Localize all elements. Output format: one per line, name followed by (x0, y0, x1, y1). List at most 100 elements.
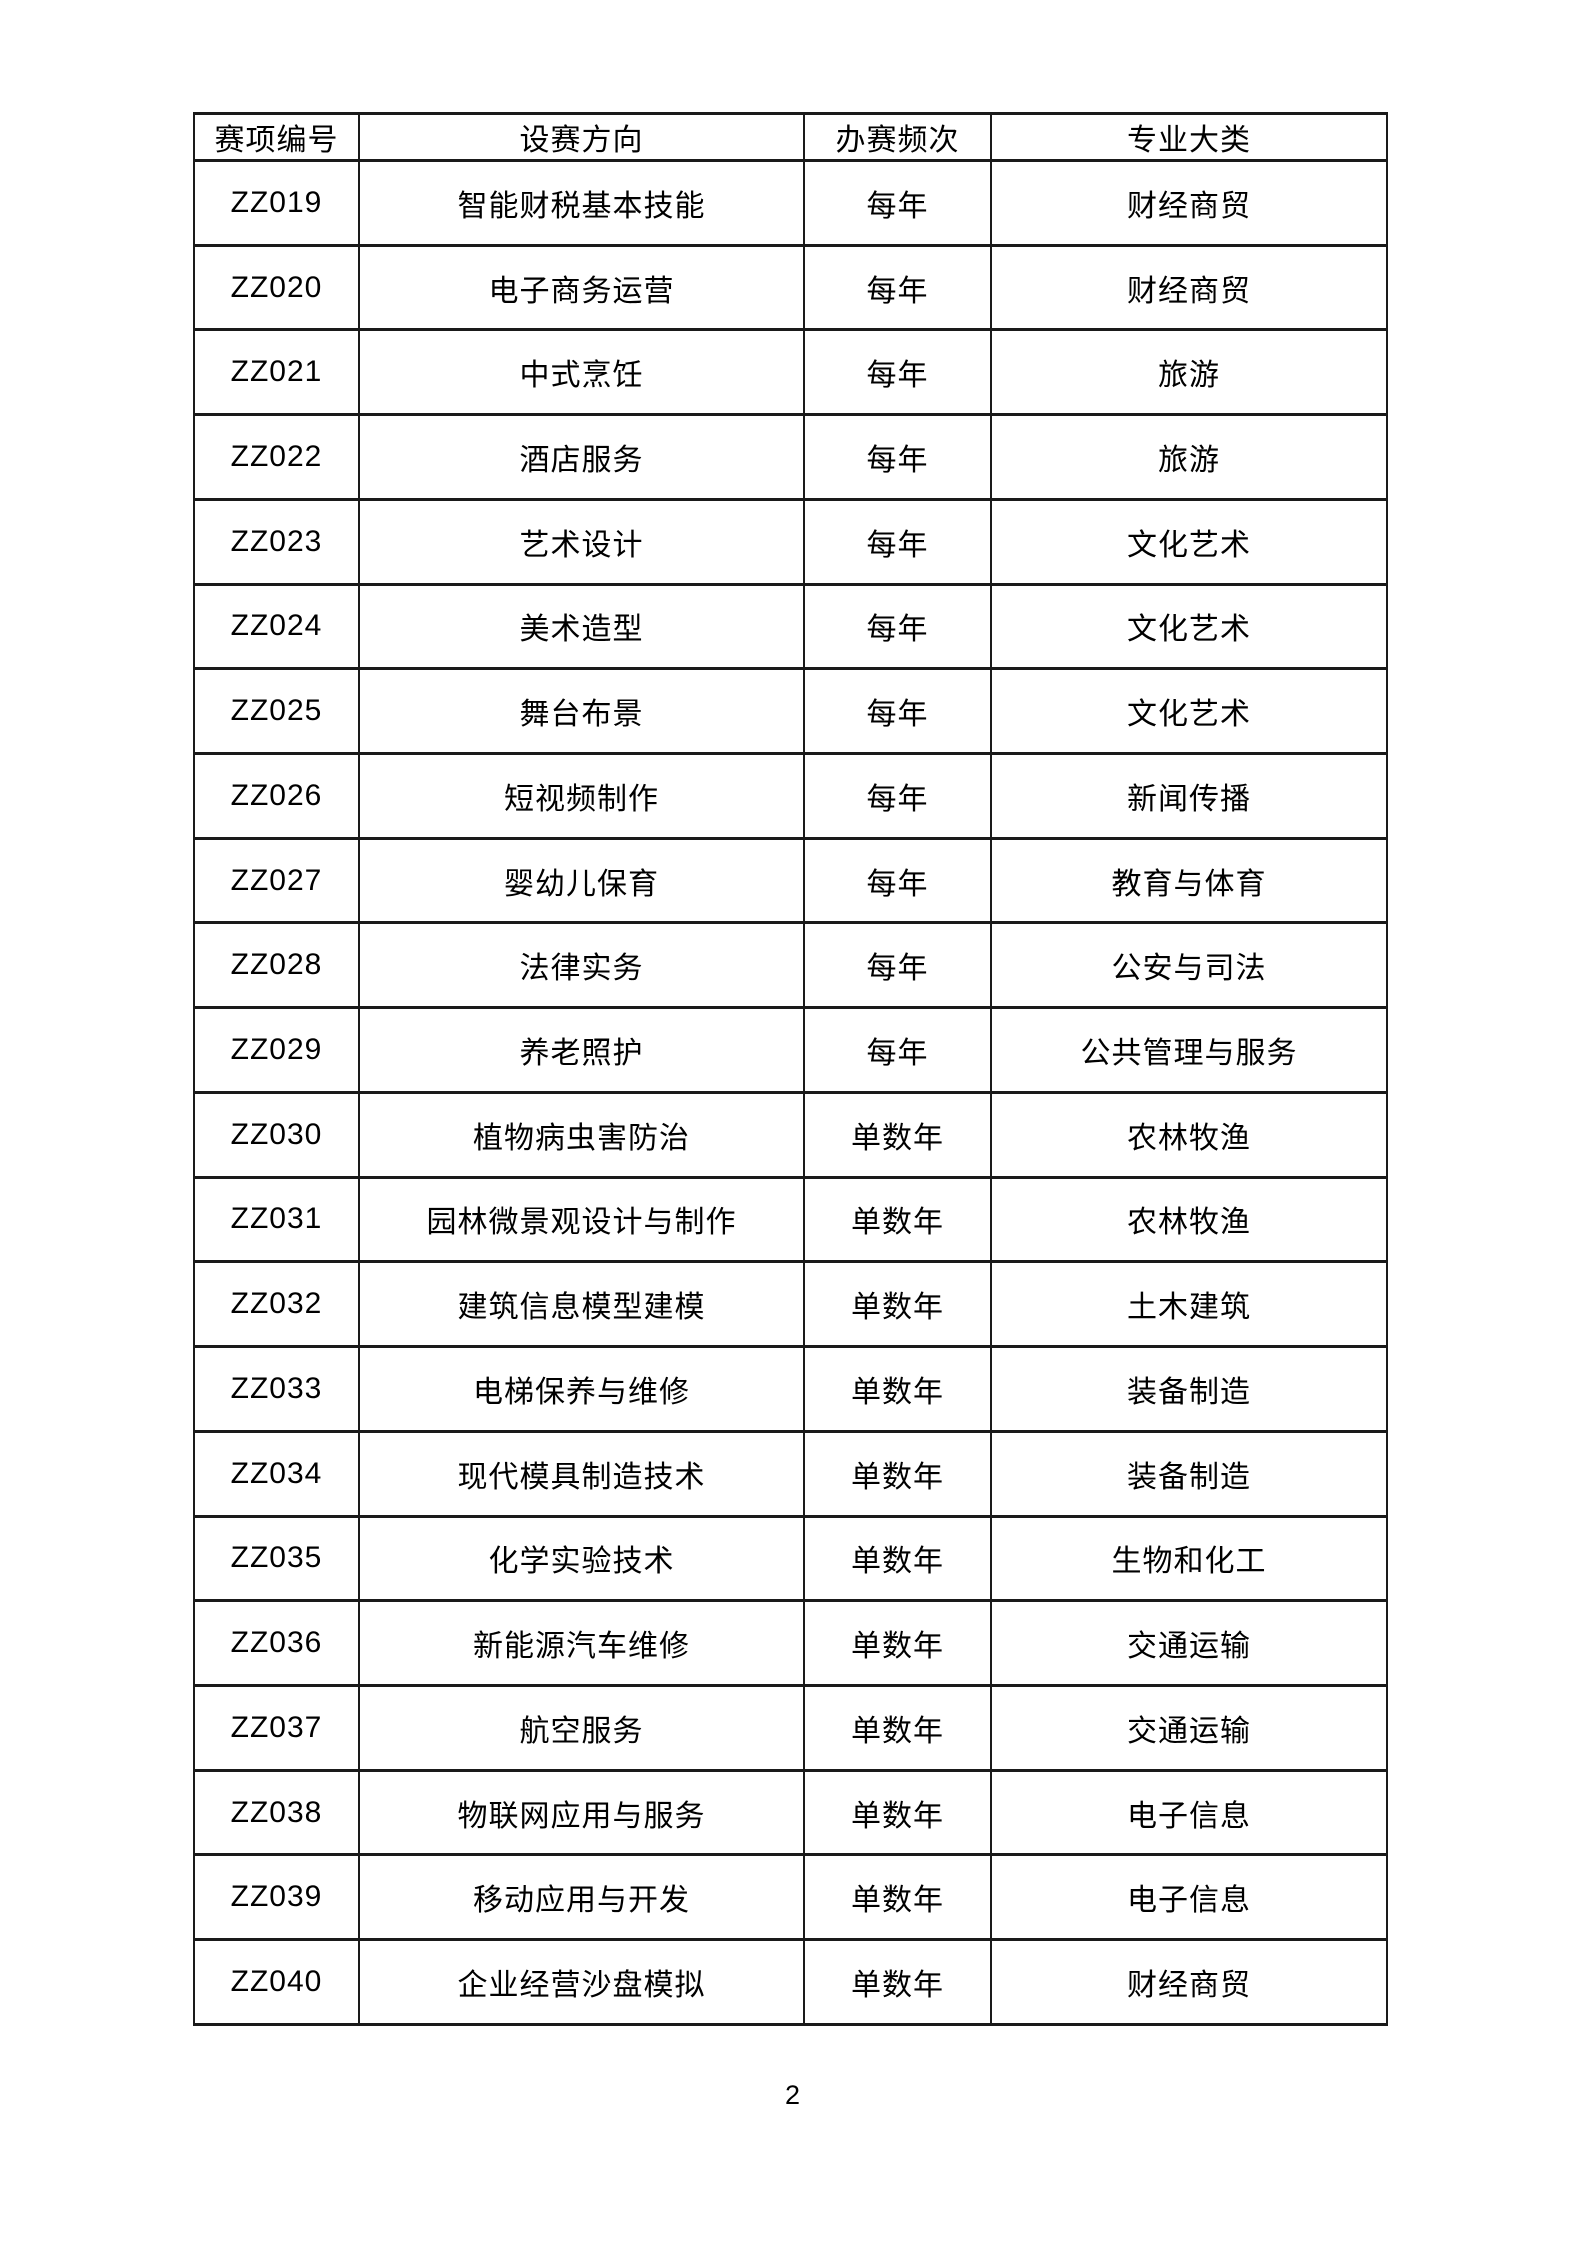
page-number: 2 (784, 2080, 801, 2110)
cell-competition-direction: 植物病虫害防治 (358, 1090, 805, 1179)
cell-competition-direction: 园林微景观设计与制作 (358, 1175, 805, 1264)
table-row: ZZ038 物联网应用与服务 单数年 电子信息 (193, 1768, 1388, 1857)
cell-competition-direction: 婴幼儿保育 (358, 836, 805, 925)
cell-competition-code: ZZ024 (193, 582, 360, 671)
cell-frequency: 每年 (803, 159, 992, 247)
table-row: ZZ023 艺术设计 每年 文化艺术 (193, 497, 1388, 586)
cell-competition-direction: 舞台布景 (358, 667, 805, 756)
cell-frequency: 每年 (803, 413, 992, 501)
header-competition-code: 赛项编号 (193, 112, 360, 162)
cell-competition-code: ZZ025 (193, 667, 360, 756)
cell-competition-code: ZZ037 (193, 1683, 360, 1772)
table-row: ZZ019 智能财税基本技能 每年 财经商贸 (193, 159, 1388, 247)
table-row: ZZ025 舞台布景 每年 文化艺术 (193, 667, 1388, 756)
cell-frequency: 单数年 (803, 1260, 992, 1349)
cell-competition-code: ZZ031 (193, 1175, 360, 1264)
table-row: ZZ022 酒店服务 每年 旅游 (193, 413, 1388, 501)
table-row: ZZ026 短视频制作 每年 新闻传播 (193, 752, 1388, 840)
cell-frequency: 单数年 (803, 1514, 992, 1603)
cell-competition-code: ZZ026 (193, 752, 360, 840)
cell-frequency: 单数年 (803, 1938, 992, 2026)
cell-competition-direction: 艺术设计 (358, 497, 805, 586)
competitions-table-body: ZZ019 智能财税基本技能 每年 财经商贸 ZZ020 电子商务运营 每年 财经商贸 ZZ02… (193, 159, 1388, 2026)
cell-major-category: 生物和化工 (990, 1514, 1388, 1603)
cell-major-category: 装备制造 (990, 1429, 1388, 1518)
cell-frequency: 单数年 (803, 1175, 992, 1264)
cell-competition-direction: 企业经营沙盘模拟 (358, 1938, 805, 2026)
cell-frequency: 单数年 (803, 1345, 992, 1433)
cell-major-category: 新闻传播 (990, 752, 1388, 840)
competitions-table: 赛项编号 设赛方向 办赛频次 专业大类 ZZ019 智能财税基本技能 每年 财经商贸 Z… (193, 112, 1388, 2026)
table-row: ZZ028 法律实务 每年 公安与司法 (193, 921, 1388, 1010)
cell-major-category: 农林牧渔 (990, 1175, 1388, 1264)
cell-competition-code: ZZ039 (193, 1853, 360, 1942)
cell-competition-code: ZZ033 (193, 1345, 360, 1433)
table-row: ZZ027 婴幼儿保育 每年 教育与体育 (193, 836, 1388, 925)
cell-major-category: 交通运输 (990, 1683, 1388, 1772)
table-row: ZZ020 电子商务运营 每年 财经商贸 (193, 243, 1388, 332)
cell-competition-code: ZZ032 (193, 1260, 360, 1349)
cell-competition-code: ZZ040 (193, 1938, 360, 2026)
cell-competition-code: ZZ028 (193, 921, 360, 1010)
cell-competition-code: ZZ034 (193, 1429, 360, 1518)
table-header-row: 赛项编号 设赛方向 办赛频次 专业大类 (193, 112, 1388, 162)
cell-frequency: 每年 (803, 328, 992, 417)
cell-competition-code: ZZ027 (193, 836, 360, 925)
cell-competition-code: ZZ030 (193, 1090, 360, 1179)
cell-major-category: 交通运输 (990, 1599, 1388, 1687)
cell-frequency: 每年 (803, 582, 992, 671)
cell-major-category: 教育与体育 (990, 836, 1388, 925)
cell-frequency: 每年 (803, 667, 992, 756)
cell-frequency: 每年 (803, 1006, 992, 1094)
cell-major-category: 旅游 (990, 328, 1388, 417)
cell-competition-direction: 现代模具制造技术 (358, 1429, 805, 1518)
cell-frequency: 每年 (803, 752, 992, 840)
table-row: ZZ029 养老照护 每年 公共管理与服务 (193, 1006, 1388, 1094)
cell-major-category: 旅游 (990, 413, 1388, 501)
header-frequency: 办赛频次 (803, 112, 992, 162)
table-row: ZZ033 电梯保养与维修 单数年 装备制造 (193, 1345, 1388, 1433)
cell-competition-code: ZZ029 (193, 1006, 360, 1094)
cell-frequency: 每年 (803, 497, 992, 586)
table-row: ZZ024 美术造型 每年 文化艺术 (193, 582, 1388, 671)
cell-major-category: 文化艺术 (990, 667, 1388, 756)
table-row: ZZ034 现代模具制造技术 单数年 装备制造 (193, 1429, 1388, 1518)
cell-competition-direction: 新能源汽车维修 (358, 1599, 805, 1687)
cell-frequency: 单数年 (803, 1768, 992, 1857)
table-row: ZZ032 建筑信息模型建模 单数年 土木建筑 (193, 1260, 1388, 1349)
table-row: ZZ039 移动应用与开发 单数年 电子信息 (193, 1853, 1388, 1942)
cell-competition-direction: 中式烹饪 (358, 328, 805, 417)
cell-major-category: 土木建筑 (990, 1260, 1388, 1349)
cell-major-category: 装备制造 (990, 1345, 1388, 1433)
cell-major-category: 文化艺术 (990, 497, 1388, 586)
cell-competition-direction: 酒店服务 (358, 413, 805, 501)
cell-frequency: 单数年 (803, 1599, 992, 1687)
cell-major-category: 电子信息 (990, 1768, 1388, 1857)
cell-competition-direction: 电梯保养与维修 (358, 1345, 805, 1433)
cell-major-category: 电子信息 (990, 1853, 1388, 1942)
cell-competition-code: ZZ019 (193, 159, 360, 247)
table-row: ZZ036 新能源汽车维修 单数年 交通运输 (193, 1599, 1388, 1687)
cell-competition-direction: 化学实验技术 (358, 1514, 805, 1603)
cell-competition-direction: 法律实务 (358, 921, 805, 1010)
cell-competition-direction: 建筑信息模型建模 (358, 1260, 805, 1349)
cell-competition-direction: 移动应用与开发 (358, 1853, 805, 1942)
cell-competition-code: ZZ038 (193, 1768, 360, 1857)
cell-frequency: 单数年 (803, 1090, 992, 1179)
table-row: ZZ031 园林微景观设计与制作 单数年 农林牧渔 (193, 1175, 1388, 1264)
cell-competition-direction: 养老照护 (358, 1006, 805, 1094)
cell-major-category: 公安与司法 (990, 921, 1388, 1010)
cell-competition-code: ZZ020 (193, 243, 360, 332)
cell-competition-direction: 航空服务 (358, 1683, 805, 1772)
header-competition-direction: 设赛方向 (358, 112, 805, 162)
cell-major-category: 文化艺术 (990, 582, 1388, 671)
cell-competition-direction: 物联网应用与服务 (358, 1768, 805, 1857)
cell-major-category: 财经商贸 (990, 243, 1388, 332)
cell-competition-direction: 智能财税基本技能 (358, 159, 805, 247)
table-row: ZZ021 中式烹饪 每年 旅游 (193, 328, 1388, 417)
cell-frequency: 单数年 (803, 1429, 992, 1518)
table-row: ZZ040 企业经营沙盘模拟 单数年 财经商贸 (193, 1938, 1388, 2026)
cell-major-category: 财经商贸 (990, 159, 1388, 247)
cell-competition-direction: 电子商务运营 (358, 243, 805, 332)
